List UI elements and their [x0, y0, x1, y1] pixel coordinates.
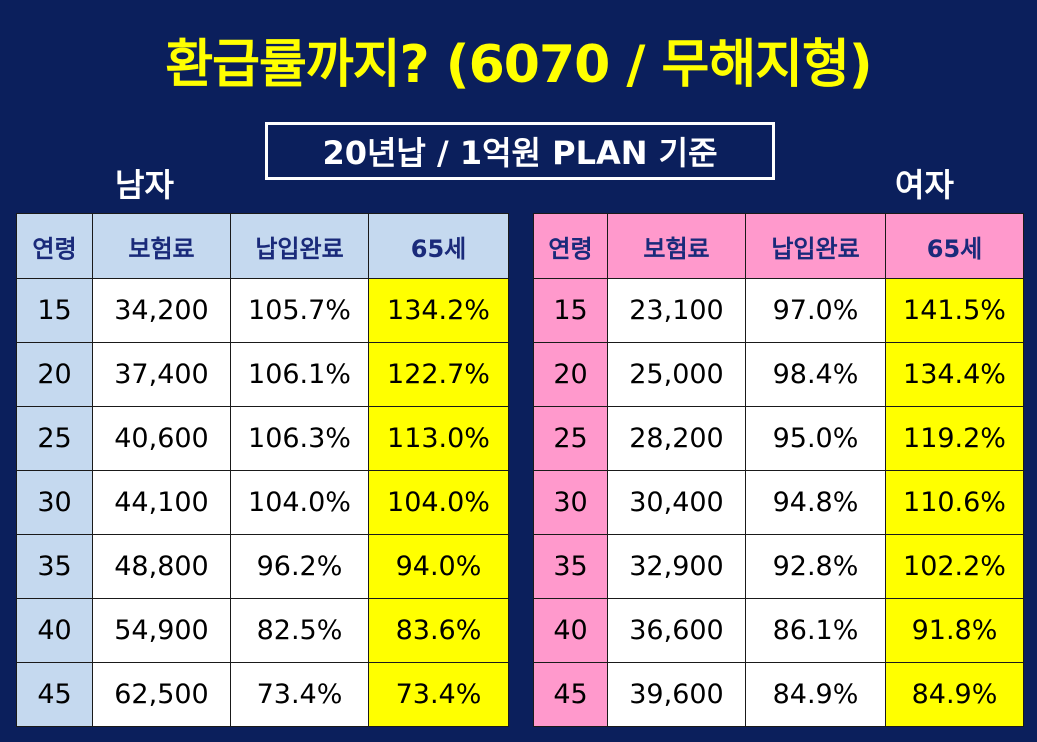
header-premium: 보험료 [92, 213, 231, 279]
premium-cell: 23,100 [607, 278, 746, 343]
table-row: 20 25,000 98.4% 134.4% [533, 342, 1024, 407]
age-cell: 30 [533, 470, 608, 535]
page-title: 환급률까지? (6070 / 무해지형) [165, 35, 872, 95]
header-premium: 보험료 [607, 213, 746, 279]
age-cell: 15 [16, 278, 93, 343]
age-cell: 15 [533, 278, 608, 343]
age-cell: 40 [533, 598, 608, 663]
table-row: 35 48,800 96.2% 94.0% [16, 534, 509, 599]
age-cell: 45 [533, 662, 608, 727]
table-row: 40 36,600 86.1% 91.8% [533, 598, 1024, 663]
paid-complete-cell: 73.4% [230, 662, 369, 727]
paid-complete-cell: 84.9% [745, 662, 886, 727]
age65-cell: 73.4% [368, 662, 509, 727]
age65-cell: 134.2% [368, 278, 509, 343]
premium-cell: 48,800 [92, 534, 231, 599]
premium-cell: 28,200 [607, 406, 746, 471]
age65-cell: 84.9% [885, 662, 1024, 727]
paid-complete-cell: 92.8% [745, 534, 886, 599]
premium-cell: 32,900 [607, 534, 746, 599]
table-row: 40 54,900 82.5% 83.6% [16, 598, 509, 663]
table-row: 25 28,200 95.0% 119.2% [533, 406, 1024, 471]
premium-cell: 30,400 [607, 470, 746, 535]
age-cell: 25 [533, 406, 608, 471]
age-cell: 30 [16, 470, 93, 535]
table-row: 25 40,600 106.3% 113.0% [16, 406, 509, 471]
male-label: 남자 [115, 166, 174, 204]
premium-cell: 37,400 [92, 342, 231, 407]
age-cell: 35 [16, 534, 93, 599]
age-cell: 35 [533, 534, 608, 599]
premium-cell: 34,200 [92, 278, 231, 343]
table-row: 15 34,200 105.7% 134.2% [16, 278, 509, 343]
premium-cell: 44,100 [92, 470, 231, 535]
premium-cell: 62,500 [92, 662, 231, 727]
age65-cell: 122.7% [368, 342, 509, 407]
table-row: 30 30,400 94.8% 110.6% [533, 470, 1024, 535]
paid-complete-cell: 96.2% [230, 534, 369, 599]
paid-complete-cell: 105.7% [230, 278, 369, 343]
age65-cell: 83.6% [368, 598, 509, 663]
table-row: 45 39,600 84.9% 84.9% [533, 662, 1024, 727]
premium-cell: 36,600 [607, 598, 746, 663]
header-paid-complete: 납입완료 [745, 213, 886, 279]
age65-cell: 91.8% [885, 598, 1024, 663]
premium-cell: 39,600 [607, 662, 746, 727]
age65-cell: 94.0% [368, 534, 509, 599]
table-header-row: 연령 보험료 납입완료 65세 [16, 213, 509, 279]
table-row: 15 23,100 97.0% 141.5% [533, 278, 1024, 343]
paid-complete-cell: 104.0% [230, 470, 369, 535]
female-table: 연령 보험료 납입완료 65세 15 23,100 97.0% 141.5% 20 25… [533, 213, 1024, 727]
age65-cell: 102.2% [885, 534, 1024, 599]
header-age: 연령 [533, 213, 608, 279]
age-cell: 20 [16, 342, 93, 407]
premium-cell: 40,600 [92, 406, 231, 471]
paid-complete-cell: 82.5% [230, 598, 369, 663]
age-cell: 25 [16, 406, 93, 471]
table-row: 35 32,900 92.8% 102.2% [533, 534, 1024, 599]
age-cell: 45 [16, 662, 93, 727]
age-cell: 40 [16, 598, 93, 663]
table-row: 20 37,400 106.1% 122.7% [16, 342, 509, 407]
paid-complete-cell: 106.3% [230, 406, 369, 471]
age-cell: 20 [533, 342, 608, 407]
premium-cell: 25,000 [607, 342, 746, 407]
premium-cell: 54,900 [92, 598, 231, 663]
plan-subtitle: 20년납 / 1억원 PLAN 기준 [265, 122, 775, 180]
paid-complete-cell: 106.1% [230, 342, 369, 407]
female-label: 여자 [895, 166, 954, 204]
age65-cell: 104.0% [368, 470, 509, 535]
header-paid-complete: 납입완료 [230, 213, 369, 279]
age65-cell: 110.6% [885, 470, 1024, 535]
header-age65: 65세 [885, 213, 1024, 279]
paid-complete-cell: 97.0% [745, 278, 886, 343]
paid-complete-cell: 94.8% [745, 470, 886, 535]
age65-cell: 119.2% [885, 406, 1024, 471]
table-header-row: 연령 보험료 납입완료 65세 [533, 213, 1024, 279]
table-row: 45 62,500 73.4% 73.4% [16, 662, 509, 727]
male-table: 연령 보험료 납입완료 65세 15 34,200 105.7% 134.2% 20 3… [16, 213, 509, 727]
header-age: 연령 [16, 213, 93, 279]
paid-complete-cell: 86.1% [745, 598, 886, 663]
header-age65: 65세 [368, 213, 509, 279]
paid-complete-cell: 95.0% [745, 406, 886, 471]
age65-cell: 141.5% [885, 278, 1024, 343]
age65-cell: 134.4% [885, 342, 1024, 407]
table-row: 30 44,100 104.0% 104.0% [16, 470, 509, 535]
age65-cell: 113.0% [368, 406, 509, 471]
paid-complete-cell: 98.4% [745, 342, 886, 407]
